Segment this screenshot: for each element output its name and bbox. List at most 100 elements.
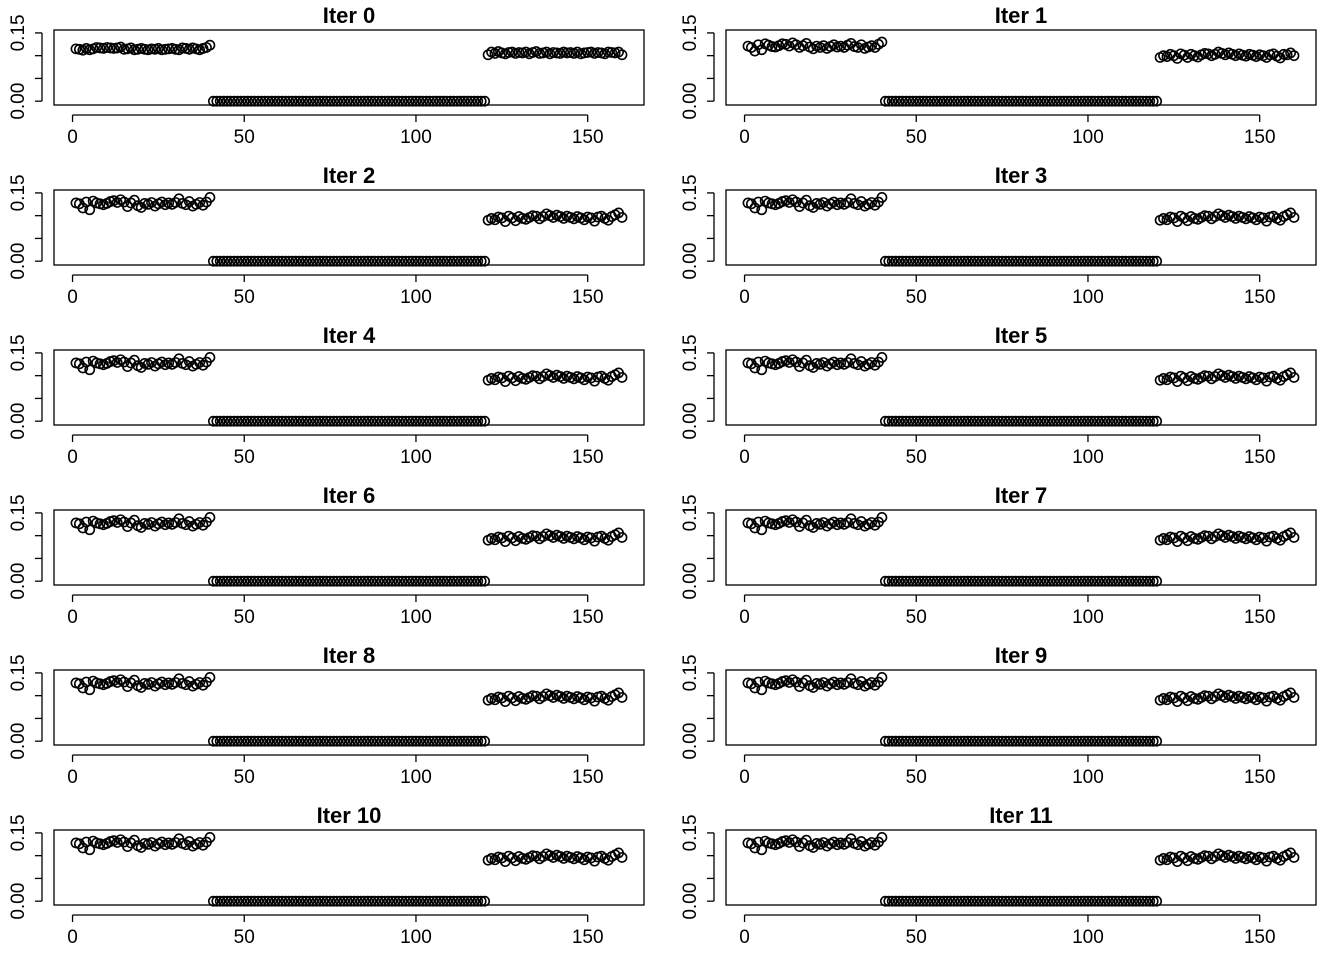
data-point [365,415,377,427]
data-point [424,895,436,907]
data-point [393,735,405,747]
data-point [1031,735,1042,747]
data-point [1027,95,1039,107]
data-point [1010,95,1022,107]
data-point [976,255,987,267]
data-point [1250,694,1262,706]
data-point [204,192,216,203]
data-point [410,415,422,427]
data-point [211,255,223,267]
data-point [818,517,829,528]
data-point [462,95,473,107]
data-point [489,374,501,386]
data-point [900,735,912,747]
data-point [1137,95,1149,107]
x-tick-label: 100 [400,447,432,468]
data-point [1034,415,1046,427]
x-tick-label: 150 [572,607,604,628]
data-point [1024,575,1035,587]
data-point [1041,735,1053,747]
data-point [1161,214,1173,226]
data-point [1116,95,1128,107]
data-point [297,415,309,427]
data-point [616,692,628,703]
data-point [537,851,549,862]
data-point [420,255,432,267]
data-point [921,575,932,587]
y-tick-label: 0.00 [8,563,29,600]
data-point [928,735,939,747]
data-point [993,895,1005,907]
data-point [290,95,302,107]
data-point [1010,735,1022,747]
data-point [479,415,491,427]
data-point [1257,852,1269,864]
data-point [1055,255,1066,267]
data-point [455,95,467,107]
data-point [530,850,542,862]
data-point [1120,415,1132,427]
data-point [800,514,812,526]
data-point [1151,575,1163,587]
data-point [293,95,305,107]
data-point [1209,851,1221,862]
data-point [616,532,628,543]
data-point [1099,735,1111,747]
data-point [1147,735,1159,747]
data-point [290,575,302,587]
data-point [1072,735,1084,747]
x-tick-label: 0 [739,607,750,628]
data-point [283,735,295,747]
x-tick-label: 150 [572,127,604,148]
data-point [410,255,422,267]
data-point [448,895,460,907]
data-point [1055,735,1066,747]
data-point [903,575,915,587]
data-point [407,95,418,107]
data-point [300,255,312,267]
data-point [530,530,542,542]
data-point [890,575,902,587]
data-point [403,735,415,747]
data-point [1257,212,1269,224]
data-point [530,210,542,222]
data-point [170,677,181,688]
data-point [400,95,412,107]
y-tick-label: 0.00 [8,83,29,120]
data-point [1168,852,1180,864]
data-point [249,415,260,427]
data-point [578,214,590,226]
data-point [403,415,415,427]
data-point [941,895,953,907]
data-point [300,735,312,747]
data-point [1075,895,1087,907]
data-point [328,735,339,747]
data-point [1127,95,1139,107]
data-point [431,575,442,587]
data-point [335,95,346,107]
data-point [1010,255,1022,267]
data-point [1288,692,1300,703]
data-point [451,575,463,587]
data-point [389,735,401,747]
data-point [897,735,908,747]
data-point [345,255,357,267]
plot-frame [725,669,1317,746]
data-point [252,95,264,107]
data-point [475,735,487,747]
data-point [348,415,360,427]
data-point [235,895,247,907]
data-point [307,575,319,587]
data-point [800,37,812,49]
data-point [273,415,284,427]
data-point [1137,735,1149,747]
data-point [783,517,795,528]
data-point [1134,735,1145,747]
data-point [156,356,168,368]
data-point [1120,735,1132,747]
data-point [269,575,281,587]
panel-iter-7: Iter 7 0 50 100 150 0.00 0.15 [680,483,1317,628]
data-point [314,895,326,907]
data-point [900,895,912,907]
data-point [903,895,915,907]
